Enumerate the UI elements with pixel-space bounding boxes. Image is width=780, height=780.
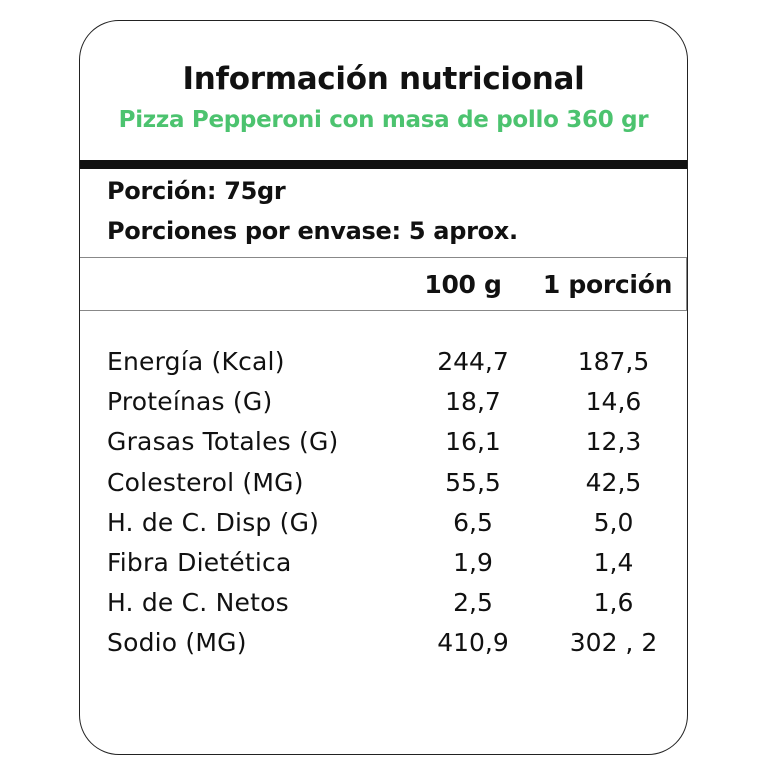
value-per-portion: 14,6: [585, 387, 642, 417]
nutrient-name: Grasas Totales (G): [107, 427, 339, 457]
value-per-100g: 16,1: [445, 427, 501, 457]
value-per-portion: 5,0: [593, 507, 634, 537]
value-per-portion: 302 , 2: [569, 628, 658, 658]
value-per-100g: 410,9: [437, 628, 509, 658]
value-per-100g: 6,5: [453, 507, 493, 537]
value-per-portion: 12,3: [585, 427, 642, 457]
nutrient-name: Fibra Dietética: [107, 547, 292, 577]
table-row: H. de C. Netos 2,5 1,6: [80, 588, 687, 628]
table-header: 100 g 1 porción: [80, 257, 687, 311]
value-per-100g: 2,5: [453, 588, 493, 618]
value-per-100g: 1,9: [453, 547, 493, 577]
value-per-portion: 1,4: [593, 547, 634, 577]
product-name: Pizza Pepperoni con masa de pollo 360 gr: [118, 107, 649, 133]
table-row: Sodio (MG) 410,9 302 , 2: [80, 628, 687, 668]
thick-divider: [80, 160, 687, 169]
nutrient-name: H. de C. Netos: [107, 588, 289, 618]
nutrient-name: Proteínas (G): [107, 387, 273, 417]
serving-size: Porción: 75gr: [107, 177, 286, 205]
table-row: Fibra Dietética 1,9 1,4: [80, 548, 687, 588]
nutrient-table: Energía (Kcal) 244,7 187,5 Proteínas (G)…: [80, 347, 687, 669]
table-row: H. de C. Disp (G) 6,5 5,0: [80, 508, 687, 548]
nutrient-name: Energía (Kcal): [107, 347, 285, 376]
value-per-portion: 42,5: [585, 467, 642, 497]
nutrient-name: Colesterol (MG): [107, 467, 304, 497]
value-per-portion: 1,6: [593, 588, 634, 618]
column-header-portion: 1 porción: [542, 270, 673, 299]
header-divider: [685, 258, 687, 310]
nutrient-name: Sodio (MG): [107, 628, 247, 658]
label-title: Información nutricional: [182, 61, 585, 97]
value-per-100g: 55,5: [445, 467, 501, 497]
nutrition-label-card: Información nutricional Pizza Pepperoni …: [79, 20, 688, 755]
servings-per-container: Porciones por envase: 5 aprox.: [107, 217, 518, 245]
value-per-portion: 187,5: [577, 347, 650, 376]
column-header-100g: 100 g: [424, 270, 502, 299]
table-row: Proteínas (G) 18,7 14,6: [80, 387, 687, 427]
value-per-100g: 18,7: [445, 387, 501, 417]
table-row: Grasas Totales (G) 16,1 12,3: [80, 427, 687, 467]
table-row: Colesterol (MG) 55,5 42,5: [80, 468, 687, 508]
table-row: Energía (Kcal) 244,7 187,5: [80, 347, 687, 387]
value-per-100g: 244,7: [437, 347, 509, 376]
nutrient-name: H. de C. Disp (G): [107, 507, 320, 537]
